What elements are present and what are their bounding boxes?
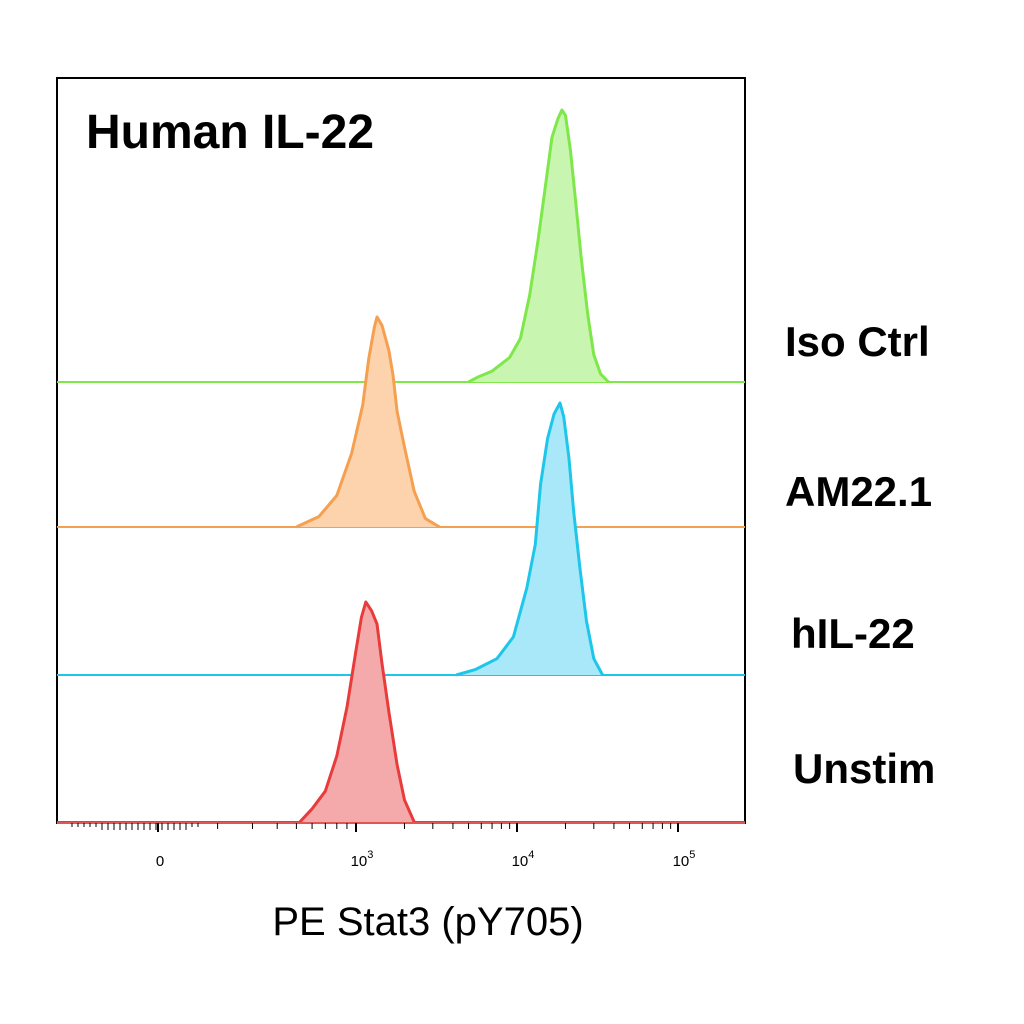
x-tick-label: 0: [156, 853, 164, 870]
histogram-line-hil-22: [455, 401, 604, 677]
x-tick-label: 105: [673, 849, 696, 870]
chart-title: Human IL-22: [86, 106, 374, 159]
histogram-line-am22-1: [295, 315, 441, 529]
histogram-line-unstim: [298, 600, 416, 824]
histogram-fill-hil-22: [456, 403, 603, 675]
x-tick-label: 104: [512, 849, 535, 870]
x-tick-label: 103: [351, 849, 374, 870]
series-labels: Iso Ctrl AM22.1 hIL-22 Unstim: [785, 318, 935, 792]
series-label-hil-22: hIL-22: [791, 610, 915, 657]
histogram-fill-unstim: [299, 602, 415, 822]
x-axis-title: PE Stat3 (pY705): [272, 900, 583, 944]
histogram-fill-am22-1: [296, 317, 440, 527]
series-label-am22-1: AM22.1: [785, 468, 932, 515]
series-label-unstim: Unstim: [793, 745, 935, 792]
series-label-iso-ctrl: Iso Ctrl: [785, 318, 930, 365]
x-axis: 0 103 104 105: [57, 822, 745, 870]
histogram-line-iso-ctrl: [467, 108, 610, 384]
